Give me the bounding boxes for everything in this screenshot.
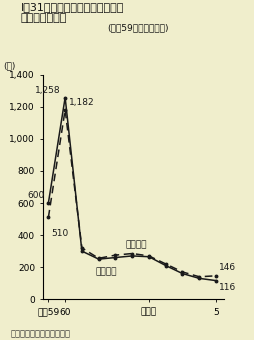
Text: 注　司法統計年報による。: 注 司法統計年報による。 [10,329,70,338]
Text: (人): (人) [4,61,16,70]
Text: I－31図　付審判請求事件受理・: I－31図 付審判請求事件受理・ [20,2,123,12]
Text: 受理人員: 受理人員 [95,268,116,276]
Text: 処理人員: 処理人員 [125,240,146,249]
Text: 510: 510 [51,228,68,238]
Text: (昭和59年～平成５年): (昭和59年～平成５年) [107,24,168,33]
Text: 116: 116 [218,283,235,292]
Text: 600: 600 [27,191,44,200]
Text: 146: 146 [218,262,235,272]
Text: 処理人員の推移: 処理人員の推移 [20,13,67,22]
Text: 1,182: 1,182 [69,98,94,107]
Text: 1,258: 1,258 [35,86,61,95]
